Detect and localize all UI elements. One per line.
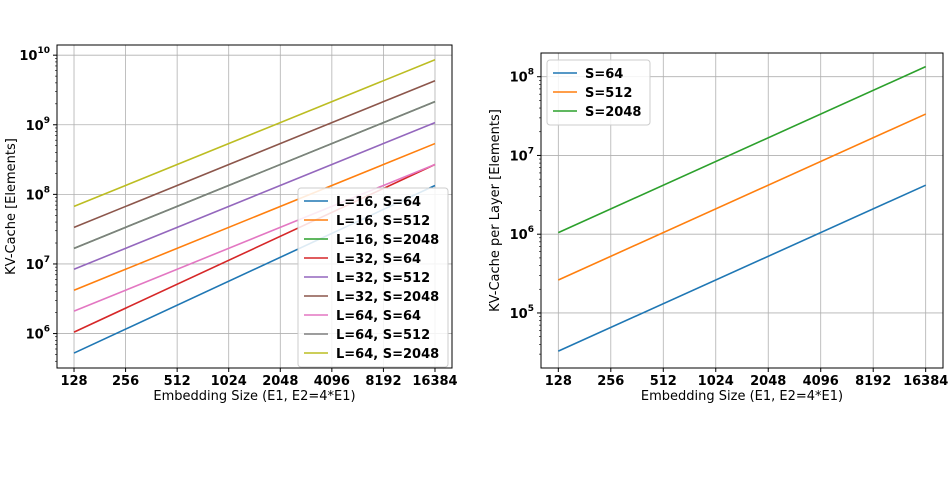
y-tick-label: 108 xyxy=(510,68,534,86)
x-tick-label: 2048 xyxy=(750,374,786,389)
series-line xyxy=(73,79,436,229)
legend-box xyxy=(297,187,449,368)
legend-label: L=16, S=512 xyxy=(336,214,430,229)
legend-label: S=512 xyxy=(585,86,632,101)
legend-label: L=16, S=64 xyxy=(336,195,421,210)
y-tick-label: 106 xyxy=(26,325,50,343)
x-tick-label: 8192 xyxy=(365,374,401,389)
y-tick-label: 1010 xyxy=(19,46,50,64)
y-tick-label: 108 xyxy=(26,185,50,203)
legend-label: S=64 xyxy=(585,67,623,82)
x-tick-label: 16384 xyxy=(903,374,948,389)
y-tick-label: 107 xyxy=(26,255,50,273)
y-tick-label: 106 xyxy=(510,225,534,243)
y-tick-label: 107 xyxy=(510,146,534,164)
x-tick-label: 256 xyxy=(112,374,139,389)
legend-label: L=16, S=2048 xyxy=(336,233,439,248)
x-tick-label: 4096 xyxy=(803,374,839,389)
series-line xyxy=(73,142,436,291)
legend-label: L=32, S=64 xyxy=(336,252,421,267)
legend-label: S=2048 xyxy=(585,105,641,120)
x-tick-label: 4096 xyxy=(314,374,350,389)
series-line xyxy=(557,65,927,234)
legend-label: L=64, S=2048 xyxy=(336,347,439,362)
x-axis-label: Embedding Size (E1, E2=4*E1) xyxy=(153,389,355,404)
chart-kv-cache-per-layer: 128 256 512 1024 2048 4096 8192 16384 105 106 107 1… xyxy=(488,52,948,404)
x-tick-label: 512 xyxy=(650,374,677,389)
x-tick-label: 256 xyxy=(597,374,624,389)
series-line xyxy=(73,121,436,271)
series-line xyxy=(557,184,927,352)
x-tick-label: 128 xyxy=(60,374,87,389)
legend-label: L=64, S=512 xyxy=(336,328,430,343)
chart-kv-cache: 128 256 512 1024 2048 4096 8192 16384 106 107 108 1… xyxy=(4,44,458,404)
y-tick-label: 109 xyxy=(26,116,50,134)
series-line xyxy=(557,113,927,281)
x-axis-label: Embedding Size (E1, E2=4*E1) xyxy=(641,389,843,404)
legend-label: L=32, S=512 xyxy=(336,271,430,286)
x-tick-label: 512 xyxy=(164,374,191,389)
x-tick-label: 1024 xyxy=(211,374,247,389)
legend-label: L=32, S=2048 xyxy=(336,290,439,305)
x-tick-label: 128 xyxy=(545,374,572,389)
plot-frame xyxy=(56,44,453,369)
plot-frame xyxy=(540,52,944,369)
x-tick-label: 8192 xyxy=(855,374,891,389)
y-tick-label: 105 xyxy=(510,304,534,322)
series-line xyxy=(73,59,436,208)
x-tick-label: 2048 xyxy=(262,374,298,389)
y-axis-label: KV-Cache per Layer [Elements] xyxy=(488,109,503,312)
series-line xyxy=(73,100,436,250)
x-tick-label: 1024 xyxy=(698,374,734,389)
legend-box xyxy=(546,59,651,126)
legend-label: L=64, S=64 xyxy=(336,309,421,324)
x-tick-label: 16384 xyxy=(412,374,457,389)
y-axis-label: KV-Cache [Elements] xyxy=(4,138,19,275)
